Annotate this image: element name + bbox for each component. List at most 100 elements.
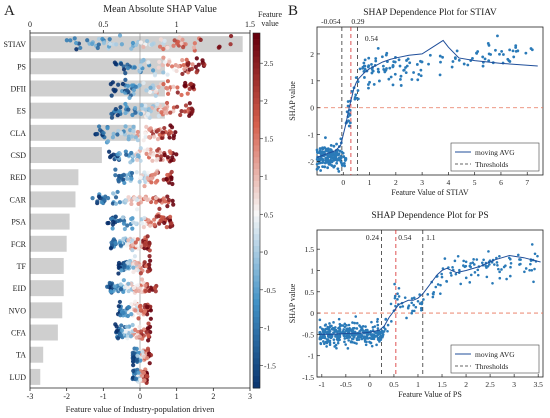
dep-point (323, 342, 326, 346)
dep-x-tick-label: 0 (368, 380, 372, 389)
dep-point (418, 293, 421, 296)
swarm-point (153, 200, 159, 205)
colorbar-swatch (253, 92, 260, 99)
colorbar-swatch (253, 287, 260, 294)
dep-point (358, 330, 361, 333)
swarm-point (160, 62, 165, 68)
swarm-point (112, 89, 117, 94)
swarm-point (133, 84, 138, 89)
dep-point (464, 276, 468, 280)
dep-point (497, 267, 500, 271)
swarm-point (134, 346, 139, 351)
dep-point (389, 302, 393, 306)
swarm-point (147, 262, 152, 267)
dep-point (317, 157, 321, 161)
dep-point (343, 157, 347, 160)
dep-point (373, 325, 377, 328)
dep-point (343, 334, 346, 338)
swarm-point (149, 180, 154, 185)
dep-point (441, 267, 445, 270)
swarm-point (137, 69, 142, 74)
dep-point (355, 321, 359, 325)
colorbar-swatch (253, 80, 260, 87)
dep-point (469, 273, 473, 277)
dep-point (355, 338, 359, 342)
dep-point (412, 296, 416, 300)
dep-point (445, 280, 449, 283)
dep-point (399, 84, 403, 87)
swarm-point (144, 374, 149, 379)
swarm-point (162, 60, 168, 65)
swarm-point (162, 110, 167, 115)
dep-point (386, 323, 390, 327)
dep-point (356, 89, 360, 92)
dep-point (328, 162, 332, 166)
swarm-point (74, 47, 79, 52)
swarm-point (109, 289, 114, 294)
dep-x-tick-label: 0.5 (389, 380, 399, 389)
dep-point (338, 322, 342, 326)
swarm-point (64, 38, 69, 43)
bar (30, 280, 64, 297)
bottom-tick-label: 3 (248, 392, 252, 401)
swarm-point (182, 109, 187, 114)
dep-point (518, 258, 521, 261)
legend-label-thr: Thresholds (475, 362, 508, 371)
dep-point (317, 161, 321, 165)
dep-point (464, 260, 468, 264)
dep-point (360, 326, 364, 330)
dep-point (325, 149, 329, 153)
swarm-point (168, 110, 173, 115)
dep-point (321, 336, 325, 339)
dep-point (342, 155, 346, 158)
dep-point (361, 334, 364, 338)
dep-point (514, 46, 518, 49)
dep-point (393, 296, 397, 300)
dep-point (335, 142, 338, 146)
dep-point (408, 61, 412, 65)
colorbar-swatch (253, 382, 260, 389)
swarm-point (179, 109, 184, 114)
dep-point (372, 83, 376, 86)
legend-label-thr: Thresholds (475, 160, 508, 169)
swarm-point (173, 130, 178, 135)
dep-point (449, 271, 453, 275)
colorbar-tick-label: -1 (264, 324, 270, 333)
dep-point (511, 49, 515, 53)
swarm-point (131, 285, 137, 291)
dep-point (502, 53, 505, 56)
swarm-point (145, 326, 150, 331)
dep-point (482, 258, 485, 262)
dep-point (502, 265, 506, 269)
swarm-point (155, 148, 160, 153)
dep-point (351, 337, 355, 341)
swarm-point (200, 58, 205, 63)
colorbar-swatch (253, 115, 260, 123)
swarm-point (130, 226, 135, 231)
dep-point (532, 280, 535, 284)
dep-point (368, 80, 371, 84)
bar (30, 346, 44, 363)
swarm-point (180, 71, 185, 77)
dep-point (363, 76, 366, 79)
swarm-point (138, 40, 143, 45)
swarm-point (112, 60, 117, 65)
dep-point (323, 324, 327, 327)
swarm-point (155, 137, 161, 142)
swarm-point (123, 77, 128, 82)
dep-point (367, 86, 370, 90)
dep-point (393, 294, 397, 298)
swarm-point (217, 44, 222, 49)
swarm-point (147, 361, 152, 366)
dep-point (376, 47, 380, 50)
dep-point (439, 283, 442, 287)
dep-point (363, 64, 367, 68)
colorbar-swatch (253, 269, 260, 277)
dep-y-tick-label: -1.5 (302, 373, 314, 382)
swarm-point (116, 128, 121, 134)
swarm-point (158, 218, 163, 223)
swarm-point (157, 206, 162, 211)
dep-point (366, 83, 370, 86)
dep-point (339, 137, 343, 141)
dep-point (498, 276, 502, 280)
